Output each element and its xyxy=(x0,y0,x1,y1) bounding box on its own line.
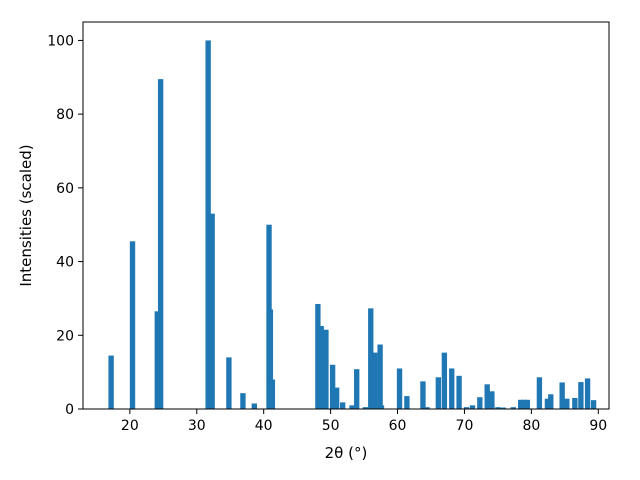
bar xyxy=(590,400,597,409)
bar xyxy=(544,398,551,409)
bar xyxy=(267,309,274,409)
bar xyxy=(339,402,346,409)
bar xyxy=(226,357,232,409)
x-tick-label: 30 xyxy=(188,418,206,434)
bar xyxy=(329,364,336,409)
bar xyxy=(318,326,324,409)
bar xyxy=(372,352,378,409)
bar xyxy=(349,405,355,409)
y-axis-label: Intensities (scaled) xyxy=(17,144,35,286)
bar xyxy=(435,377,442,409)
plot-frame xyxy=(82,21,610,410)
x-tick-label: 70 xyxy=(456,418,474,434)
bar xyxy=(396,368,403,409)
bar xyxy=(354,369,360,409)
x-tick-label: 80 xyxy=(522,418,540,434)
bar xyxy=(495,407,501,409)
bar xyxy=(209,213,215,409)
bar-series xyxy=(108,40,597,410)
bar xyxy=(449,368,455,409)
y-tick-label: 0 xyxy=(65,402,74,418)
bar xyxy=(559,382,565,409)
y-axis-ticks: 0 20 40 60 80 100 xyxy=(47,33,83,418)
bar xyxy=(463,407,470,409)
bar xyxy=(251,403,257,409)
bar xyxy=(269,379,276,409)
y-tick-label: 100 xyxy=(47,33,74,49)
bar xyxy=(377,344,383,409)
x-axis-label: 2θ (°) xyxy=(325,444,368,462)
bar xyxy=(548,394,554,409)
x-tick-label: 40 xyxy=(255,418,273,434)
bar xyxy=(368,308,374,409)
bar xyxy=(456,375,462,409)
x-tick-label: 60 xyxy=(389,418,407,434)
bar xyxy=(323,329,329,409)
bar xyxy=(441,352,448,409)
x-tick-label: 50 xyxy=(322,418,340,434)
bar xyxy=(536,377,543,409)
bar xyxy=(469,405,476,409)
bar xyxy=(477,397,483,409)
bar xyxy=(154,311,160,409)
bar xyxy=(564,398,570,409)
bar xyxy=(484,384,490,409)
bar xyxy=(584,378,591,409)
x-tick-label: 20 xyxy=(121,418,139,434)
y-tick-label: 40 xyxy=(56,255,74,271)
bar xyxy=(129,241,136,409)
bar xyxy=(489,391,495,409)
x-tick-label: 90 xyxy=(589,418,607,434)
bar xyxy=(240,393,246,409)
bar xyxy=(108,355,114,409)
bar xyxy=(521,399,527,409)
bar xyxy=(424,407,430,409)
bar xyxy=(510,407,516,409)
bar xyxy=(205,40,211,410)
bar xyxy=(420,381,426,409)
bar xyxy=(524,399,531,409)
x-axis-ticks: 20 30 40 50 60 70 80 90 xyxy=(121,409,607,434)
bar xyxy=(315,303,321,409)
y-tick-label: 80 xyxy=(56,107,74,123)
bar xyxy=(404,396,410,409)
bar xyxy=(572,397,578,409)
bar xyxy=(333,387,340,409)
bar xyxy=(362,407,369,409)
bar xyxy=(517,399,524,409)
bar xyxy=(578,382,584,409)
bar xyxy=(500,407,506,409)
bar xyxy=(378,405,385,409)
bar xyxy=(157,79,164,409)
y-tick-label: 20 xyxy=(56,328,74,344)
y-tick-label: 60 xyxy=(56,181,74,197)
